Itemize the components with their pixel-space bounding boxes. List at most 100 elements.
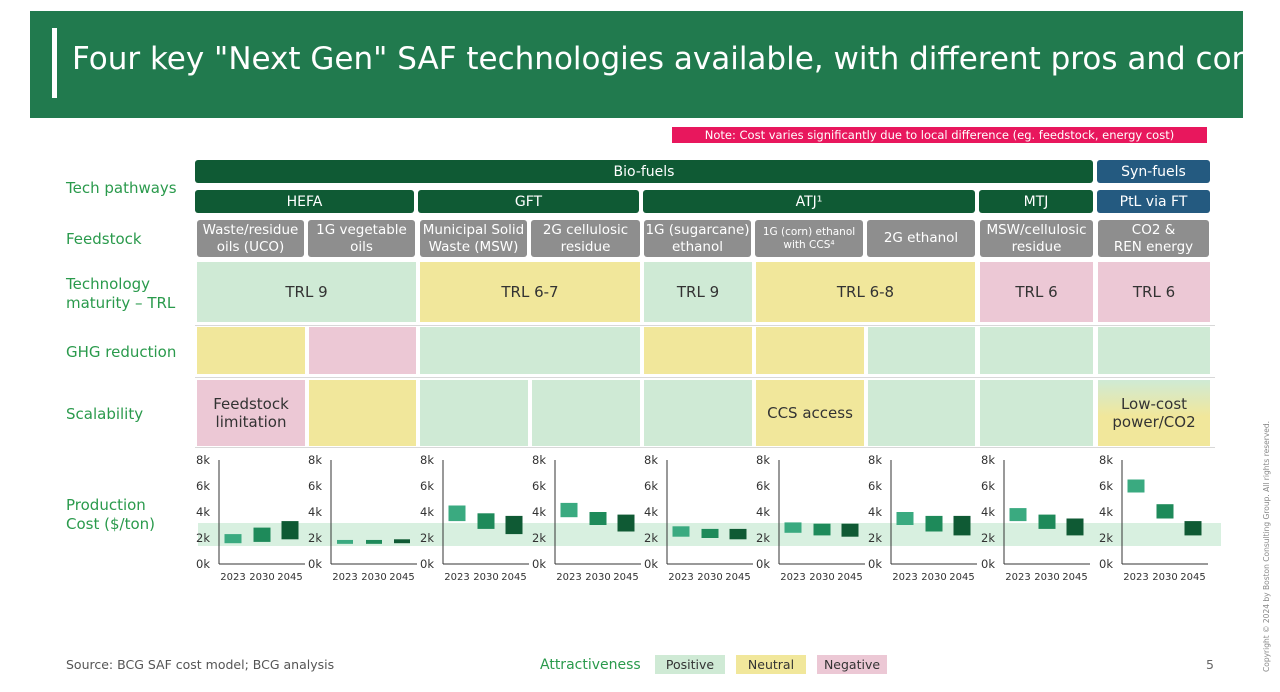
y-tick-label: 2k (868, 531, 882, 545)
x-tick-label: 2045 (277, 572, 302, 583)
cost-bar (701, 528, 719, 538)
row-label-ghg: GHG reduction (66, 343, 177, 361)
x-tick-label: 2023 (332, 572, 357, 583)
y-tick-label: 6k (981, 479, 995, 493)
x-tick-label: 2045 (837, 572, 862, 583)
x-tick-label: 2023 (1005, 572, 1030, 583)
x-tick-label: 2023 (1123, 572, 1148, 583)
scalability-uco: Feedstock limitation (197, 380, 305, 446)
trl-hefa: TRL 9 (197, 262, 416, 322)
y-tick-label: 8k (196, 453, 210, 467)
y-tick-label: 8k (756, 453, 770, 467)
y-tick-label: 2k (981, 531, 995, 545)
x-tick-label: 2030 (921, 572, 946, 583)
y-tick-label: 4k (308, 505, 322, 519)
scalability-corn-ccs: CCS access (756, 380, 864, 446)
source-text: Source: BCG SAF cost model; BCG analysis (66, 657, 335, 672)
feedstock-co2-ren: CO2 & REN energy (1098, 220, 1209, 257)
y-tick-label: 2k (196, 531, 210, 545)
row-label-cost: Production Cost ($/ton) (66, 496, 155, 533)
y-tick-label: 2k (644, 531, 658, 545)
group-bio-fuels: Bio-fuels (195, 160, 1093, 183)
cost-bar (477, 513, 495, 529)
cost-bar (813, 523, 831, 536)
y-tick-label: 4k (981, 505, 995, 519)
x-tick-label: 2030 (249, 572, 274, 583)
ghg-veg-oils (309, 327, 416, 374)
cost-bar (448, 505, 466, 522)
row-label-feedstock: Feedstock (66, 230, 142, 248)
scalability-mtj (980, 380, 1093, 446)
y-tick-label: 6k (756, 479, 770, 493)
pathway-ptl: PtL via FT (1097, 190, 1210, 213)
feedstock-uco: Waste/residue oils (UCO) (197, 220, 304, 257)
x-tick-label: 2030 (809, 572, 834, 583)
ghg-mtj (980, 327, 1093, 374)
x-tick-label: 2030 (585, 572, 610, 583)
x-tick-label: 2030 (361, 572, 386, 583)
scalability-ptl: Low-cost power/CO2 (1098, 380, 1210, 446)
cost-bar (896, 512, 914, 525)
scalability-sugarcane (644, 380, 752, 446)
legend-positive: Positive (655, 655, 725, 674)
cost-bar (589, 512, 607, 525)
row-divider (195, 325, 1215, 326)
ghg-uco (197, 327, 305, 374)
y-tick-label: 2k (308, 531, 322, 545)
feedstock-2g-ethanol: 2G ethanol (867, 220, 975, 257)
pathway-mtj: MTJ (979, 190, 1093, 213)
pathway-gft: GFT (418, 190, 639, 213)
scalability-2g-cellulosic (532, 380, 640, 446)
feedstock-msw: Municipal Solid Waste (MSW) (420, 220, 527, 257)
cost-bar (394, 539, 410, 544)
x-tick-label: 2045 (389, 572, 414, 583)
y-tick-label: 4k (1099, 505, 1113, 519)
cost-bar (1009, 508, 1027, 522)
y-tick-label: 4k (756, 505, 770, 519)
y-tick-label: 0k (981, 557, 995, 571)
y-tick-label: 6k (1099, 479, 1113, 493)
feedstock-veg-oils: 1G vegetable oils (308, 220, 415, 257)
x-tick-label: 2023 (668, 572, 693, 583)
cost-bar (925, 515, 943, 532)
y-tick-label: 6k (868, 479, 882, 493)
x-tick-label: 2030 (1034, 572, 1059, 583)
cost-bar (560, 502, 578, 518)
x-tick-label: 2045 (501, 572, 526, 583)
x-tick-label: 2045 (949, 572, 974, 583)
cost-bar (337, 539, 353, 544)
y-tick-label: 0k (532, 557, 546, 571)
y-tick-label: 8k (308, 453, 322, 467)
scalability-msw (420, 380, 528, 446)
scalability-2g-ethanol (868, 380, 975, 446)
x-tick-label: 2023 (780, 572, 805, 583)
x-tick-label: 2045 (1180, 572, 1205, 583)
y-tick-label: 8k (1099, 453, 1113, 467)
cost-bar (1038, 514, 1056, 529)
pathway-hefa: HEFA (195, 190, 414, 213)
y-tick-label: 4k (532, 505, 546, 519)
y-tick-label: 0k (868, 557, 882, 571)
y-tick-label: 0k (644, 557, 658, 571)
y-tick-label: 6k (532, 479, 546, 493)
row-label-trl: Technology maturity – TRL (66, 275, 176, 312)
y-tick-label: 8k (420, 453, 434, 467)
x-tick-label: 2045 (1062, 572, 1087, 583)
cost-bar (1127, 479, 1145, 493)
y-tick-label: 4k (196, 505, 210, 519)
x-tick-label: 2045 (613, 572, 638, 583)
x-tick-label: 2023 (444, 572, 469, 583)
legend-negative: Negative (817, 655, 887, 674)
cost-bar (784, 522, 802, 533)
row-divider (195, 447, 1215, 448)
x-tick-label: 2030 (473, 572, 498, 583)
y-tick-label: 4k (868, 505, 882, 519)
y-tick-label: 8k (868, 453, 882, 467)
pathway-atj: ATJ¹ (643, 190, 975, 213)
y-tick-label: 4k (644, 505, 658, 519)
title-accent-bar (52, 28, 57, 98)
x-tick-label: 2023 (556, 572, 581, 583)
row-label-scalability: Scalability (66, 405, 144, 423)
y-tick-label: 8k (981, 453, 995, 467)
